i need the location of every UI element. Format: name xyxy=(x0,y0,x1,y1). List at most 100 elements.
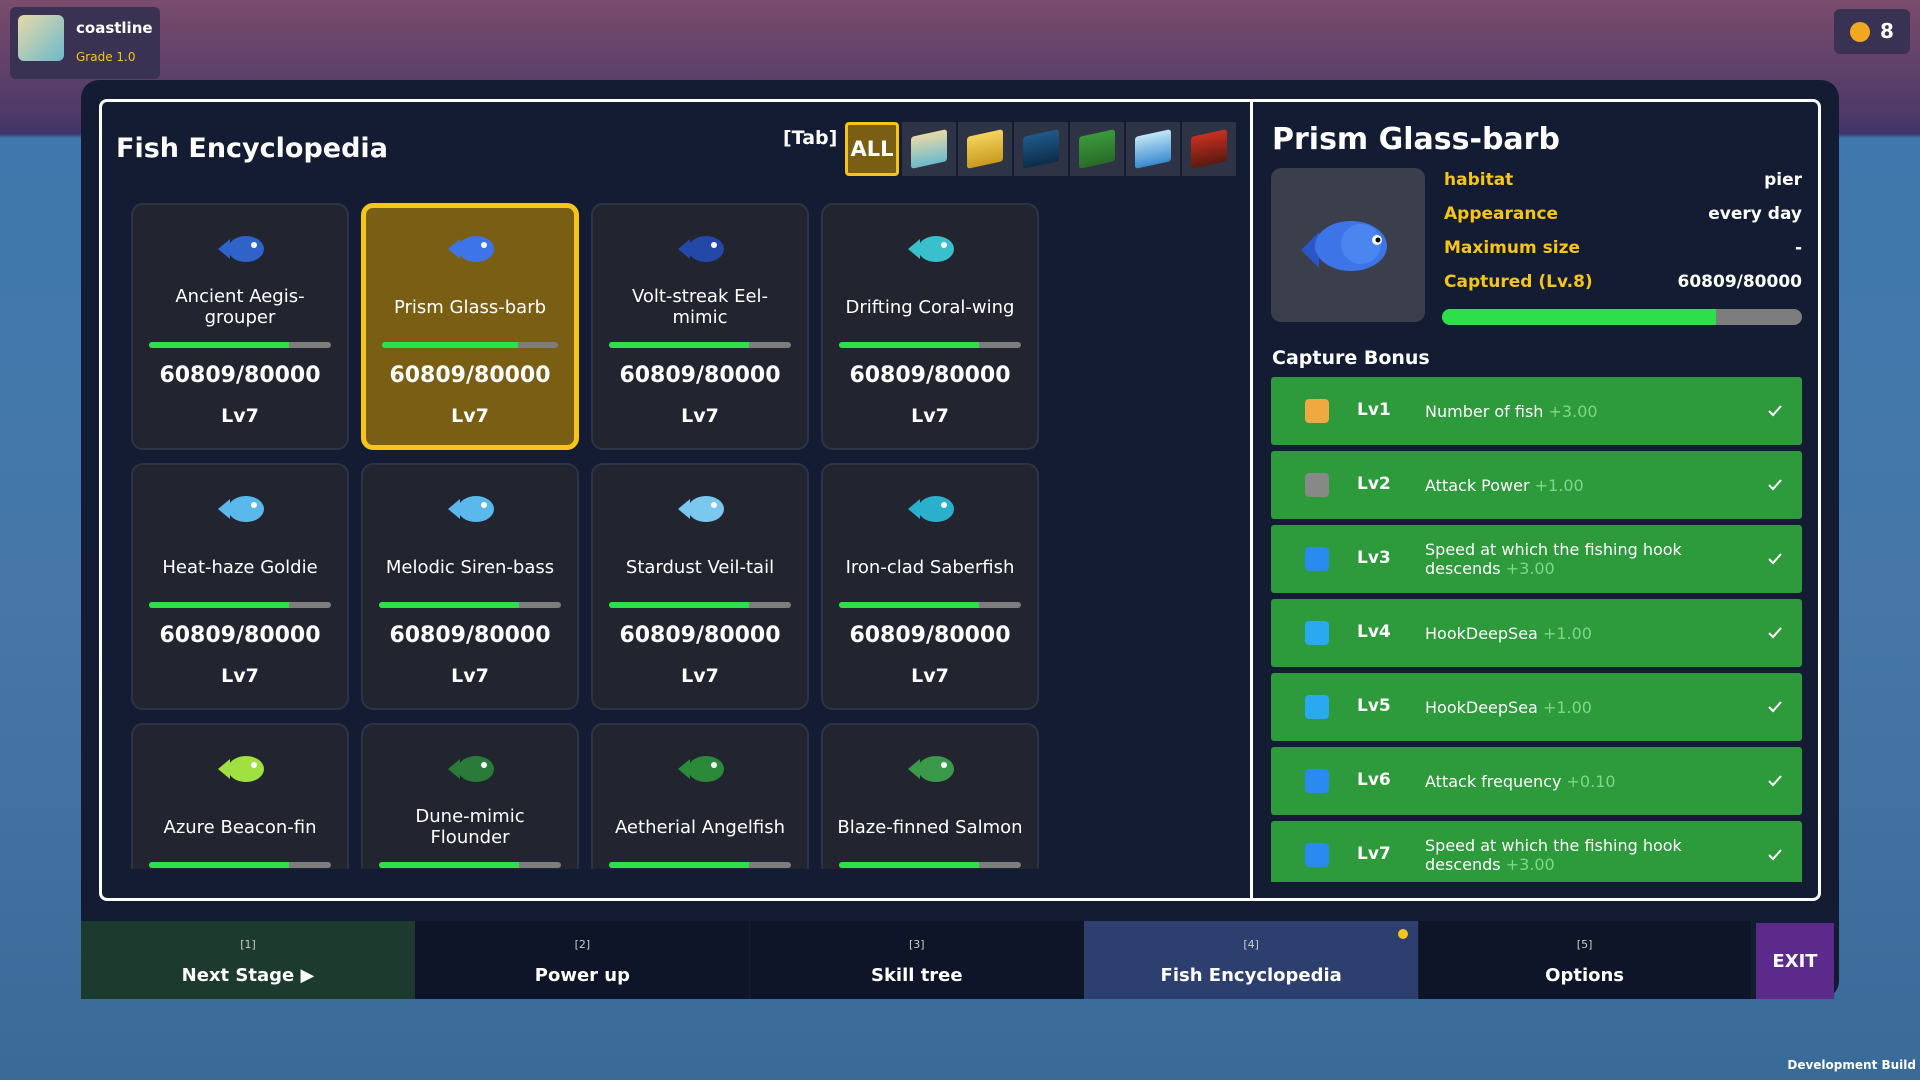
bonus-desc: Speed at which the fishing hook descends… xyxy=(1425,540,1725,578)
info-label: Captured (Lv.8) xyxy=(1444,272,1593,292)
bonus-text: HookDeepSea xyxy=(1425,697,1538,717)
player-grade: Grade 1.0 xyxy=(76,50,136,64)
progress-bar xyxy=(609,602,791,608)
bonus-text-wrap: Attack frequency +0.10 xyxy=(1425,747,1725,815)
bonus-text: HookDeepSea xyxy=(1425,623,1538,643)
progress-fill xyxy=(382,342,518,348)
filter-icon xyxy=(911,129,947,169)
fish-level: Lv7 xyxy=(221,665,259,687)
info-value: 60809/80000 xyxy=(1677,272,1803,292)
fish-icon xyxy=(218,756,264,782)
bonus-level: Lv1 xyxy=(1357,400,1391,420)
check-mark xyxy=(1768,405,1782,417)
bonus-desc: Number of fish +3.00 xyxy=(1425,402,1598,421)
nav-label: Next Stage ▶ xyxy=(181,965,315,986)
fish-card[interactable]: Dune-mimic Flounder xyxy=(361,723,579,869)
info-label: habitat xyxy=(1444,170,1514,190)
filter-tab[interactable] xyxy=(1182,122,1236,176)
fish-card[interactable]: Heat-haze Goldie 60809/80000 Lv7 xyxy=(131,463,349,710)
fish-card[interactable]: Stardust Veil-tail 60809/80000 Lv7 xyxy=(591,463,809,710)
fish-level: Lv7 xyxy=(681,405,719,427)
fish-name: Stardust Veil-tail xyxy=(625,556,775,578)
fish-card[interactable]: Volt-streak Eel-mimic 60809/80000 Lv7 xyxy=(591,203,809,450)
bonus-amount: +1.00 xyxy=(1534,475,1584,495)
tab-hint: [Tab] xyxy=(783,127,838,149)
bonus-row: Lv4 HookDeepSea +1.00 xyxy=(1271,599,1802,667)
bonus-row: Lv6 Attack frequency +0.10 xyxy=(1271,747,1802,815)
bonus-amount: +1.00 xyxy=(1542,697,1592,717)
fish-card[interactable]: Prism Glass-barb 60809/80000 Lv7 xyxy=(361,203,579,450)
bonus-amount: +1.00 xyxy=(1542,623,1592,643)
bonus-text-wrap: Speed at which the fishing hook descends… xyxy=(1425,525,1725,593)
filter-tab[interactable] xyxy=(1014,122,1068,176)
bonus-row: Lv1 Number of fish +3.00 xyxy=(1271,377,1802,445)
progress-fill xyxy=(379,602,520,608)
progress-bar xyxy=(149,342,331,348)
check-mark xyxy=(1768,479,1782,491)
nav-key: [4] xyxy=(1243,938,1259,951)
progress-bar xyxy=(609,862,791,868)
progress-bar xyxy=(379,862,561,868)
bonus-icon xyxy=(1305,473,1329,497)
fish-icon xyxy=(678,756,724,782)
fish-name: Aetherial Angelfish xyxy=(614,816,786,838)
nav-tab[interactable]: [4] Fish Encyclopedia xyxy=(1084,921,1419,999)
coin-icon xyxy=(1850,22,1870,42)
fish-icon xyxy=(908,236,954,262)
fish-progress: 60809/80000 xyxy=(389,623,551,648)
fish-name: Prism Glass-barb xyxy=(393,296,547,318)
fish-level: Lv7 xyxy=(681,665,719,687)
filter-tab[interactable] xyxy=(1126,122,1180,176)
fish-card[interactable]: Aetherial Angelfish xyxy=(591,723,809,869)
exit-button[interactable]: EXIT xyxy=(1756,923,1834,999)
nav-tab[interactable]: [3] Skill tree xyxy=(749,921,1084,999)
fish-level: Lv7 xyxy=(911,405,949,427)
info-label: Appearance xyxy=(1444,204,1559,224)
fish-progress: 60809/80000 xyxy=(389,363,551,388)
coin-box: 8 xyxy=(1834,9,1910,54)
bonus-level: Lv3 xyxy=(1357,548,1391,568)
nav-tab[interactable]: [2] Power up xyxy=(415,921,750,999)
fish-name: Iron-clad Saberfish xyxy=(845,556,1015,578)
fish-progress: 60809/80000 xyxy=(619,623,781,648)
fish-card[interactable]: Ancient Aegis-grouper 60809/80000 Lv7 xyxy=(131,203,349,450)
filter-all[interactable]: ALL xyxy=(845,122,899,176)
player-badge[interactable]: coastline Grade 1.0 xyxy=(10,7,160,79)
filter-icon xyxy=(1135,129,1171,169)
fish-level: Lv7 xyxy=(451,665,489,687)
bonus-text-wrap: Attack Power +1.00 xyxy=(1425,451,1725,519)
filter-tab[interactable] xyxy=(1070,122,1124,176)
bonus-level: Lv6 xyxy=(1357,770,1391,790)
fish-name: Heat-haze Goldie xyxy=(162,556,318,578)
bonus-level: Lv7 xyxy=(1357,844,1391,864)
nav-key: [3] xyxy=(909,938,925,951)
fish-card[interactable]: Blaze-finned Salmon xyxy=(821,723,1039,869)
info-value: every day xyxy=(1708,204,1802,224)
progress-fill xyxy=(609,602,750,608)
bonus-amount: +3.00 xyxy=(1548,401,1598,421)
build-label: Development Build xyxy=(1787,1058,1916,1072)
fish-card[interactable]: Iron-clad Saberfish 60809/80000 Lv7 xyxy=(821,463,1039,710)
filter-tab[interactable] xyxy=(958,122,1012,176)
nav-tab[interactable]: [5] Options xyxy=(1418,921,1751,999)
filter-tab[interactable] xyxy=(902,122,956,176)
bonus-text-wrap: HookDeepSea +1.00 xyxy=(1425,599,1725,667)
progress-bar xyxy=(839,862,1021,868)
progress-bar xyxy=(382,342,558,348)
check-mark xyxy=(1768,553,1782,565)
fish-icon xyxy=(448,496,494,522)
bonus-row: Lv3 Speed at which the fishing hook desce… xyxy=(1271,525,1802,593)
filter-icon xyxy=(1191,129,1227,169)
fish-level: Lv7 xyxy=(221,405,259,427)
fish-card[interactable]: Drifting Coral-wing 60809/80000 Lv7 xyxy=(821,203,1039,450)
fish-name: Volt-streak Eel-mimic xyxy=(631,286,769,328)
check-mark xyxy=(1768,701,1782,713)
fish-card[interactable]: Azure Beacon-fin xyxy=(131,723,349,869)
content-frame xyxy=(99,99,1821,901)
nav-tab[interactable]: [1] Next Stage ▶ xyxy=(81,921,415,999)
fish-icon xyxy=(678,236,724,262)
check-mark xyxy=(1768,775,1782,787)
filter-icon xyxy=(1023,129,1059,169)
fish-name: Dune-mimic Flounder xyxy=(415,806,525,848)
fish-card[interactable]: Melodic Siren-bass 60809/80000 Lv7 xyxy=(361,463,579,710)
